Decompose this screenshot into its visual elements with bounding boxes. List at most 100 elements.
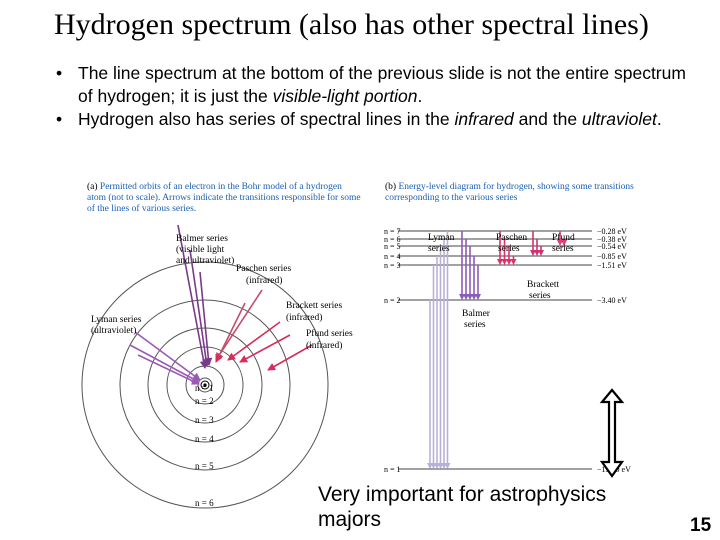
energy-level-diagram: n = 7 −0.28 eV n = 6 −0.38 eV n = 5 −0.54 eV n… [384, 227, 631, 478]
level-energy-label: −3.40 eV [597, 296, 627, 305]
balmer-arrow [199, 271, 213, 366]
paschen-arrow [215, 289, 263, 361]
majors-note: Very important for astrophysics majors [318, 482, 606, 532]
paschen-arrow [215, 302, 246, 363]
label-line: Paschen series [236, 264, 291, 274]
lyman-series-label: Lyman series (ultraviolet) [91, 315, 142, 336]
page-number: 15 [690, 515, 712, 536]
bullet-dot: • [56, 63, 63, 83]
balmer-transition-head [463, 294, 469, 300]
orbit-label-2: n = 2 [195, 396, 214, 406]
energy-transitions [427, 231, 567, 469]
balmer-series-label-b: Balmer series [462, 309, 491, 330]
level-n-label: n = 2 [384, 296, 401, 305]
bullet-text: and the [513, 109, 582, 129]
level-n-label: n = 4 [384, 252, 401, 261]
level-n-label: n = 7 [384, 227, 401, 236]
label-line: series [529, 291, 551, 301]
caption-letter-b: (b) [385, 182, 397, 192]
bullet-emphasis: visible-light portion [272, 86, 418, 106]
label-line: (infrared) [306, 340, 342, 351]
orbit-n5 [119, 299, 291, 471]
balmer-transition-head [467, 294, 473, 300]
level-n-label: n = 5 [384, 242, 401, 251]
bullet-dot: • [56, 109, 63, 129]
paschen-series-label-b: Paschen series [496, 233, 527, 254]
orbit-n6 [81, 261, 329, 509]
bullet-item-1: • The line spectrum at the bottom of the… [52, 62, 692, 108]
label-line: (visible light [176, 244, 225, 255]
lyman-arrow [134, 331, 201, 381]
label-line: Pfund series [306, 328, 353, 339]
bullet-text: The line spectrum at the bottom of the p… [78, 63, 686, 106]
label-line: series [464, 320, 486, 330]
label-line: series [498, 244, 520, 254]
energy-diagram-caption: (b) Energy-level diagram for hydrogen, s… [385, 182, 665, 204]
bullet-list: • The line spectrum at the bottom of the… [52, 62, 692, 131]
label-line: Lyman [428, 233, 455, 243]
label-line: Brackett series [286, 301, 342, 311]
orbit-n1 [197, 377, 213, 393]
label-line: Balmer series [176, 234, 228, 244]
label-line: Brackett [527, 280, 560, 290]
pfund-transition-head [561, 240, 567, 246]
note-line-2: majors [318, 508, 382, 531]
level-n-label: n = 3 [384, 261, 401, 270]
brackett-arrow [239, 334, 291, 363]
bullet-emphasis: ultraviolet [581, 109, 657, 129]
level-n-label: n = 6 [384, 235, 401, 244]
double-arrow-icon [599, 388, 625, 478]
balmer-series-label: Balmer series (visible light and ultravi… [176, 234, 234, 266]
bohr-model-caption: (a) Permitted orbits of an electron in t… [87, 182, 362, 215]
paschen-transition-head [501, 259, 508, 265]
label-line: series [428, 244, 450, 254]
level-n-label: n = 1 [384, 465, 401, 474]
level-energy-label: −0.85 eV [597, 252, 627, 261]
balmer-transition-head [475, 294, 481, 300]
pfund-arrow [267, 344, 313, 371]
label-line: (ultraviolet) [91, 325, 136, 336]
pfund-transition-head [557, 240, 563, 246]
level-energy-label: −0.54 eV [597, 242, 627, 251]
brackett-arrow [227, 321, 281, 361]
balmer-arrow [177, 224, 208, 369]
brackett-series-label-b: Brackett series [527, 280, 560, 301]
balmer-arrow [189, 249, 210, 367]
paschen-transition-head [510, 259, 517, 265]
energy-levels: n = 7 −0.28 eV n = 6 −0.38 eV n = 5 −0.54 eV n… [384, 227, 631, 474]
brackett-transition-head [534, 250, 540, 256]
bullet-text: . [656, 109, 662, 129]
paschen-transition-head [497, 259, 503, 265]
label-line: (infrared) [246, 275, 282, 286]
label-line: Balmer [462, 309, 491, 319]
lyman-arrow [129, 344, 200, 383]
bullet-text: Hydrogen also has series of spectral lin… [78, 109, 455, 129]
caption-letter-a: (a) [87, 182, 98, 192]
paschen-series-label: Paschen series (infrared) [236, 264, 291, 286]
level-energy-label: −0.28 eV [597, 227, 627, 236]
label-line: Pfund [552, 232, 575, 243]
brackett-transition-head [538, 250, 544, 256]
orbit-label-3: n = 3 [195, 415, 214, 425]
transition-arrows [129, 224, 313, 385]
brackett-series-label: Brackett series (infrared) [286, 301, 342, 323]
brackett-transition-head [530, 250, 536, 256]
label-line: Paschen [496, 233, 527, 243]
balmer-transition-head [471, 294, 477, 300]
bullet-item-2: • Hydrogen also has series of spectral l… [52, 108, 692, 131]
paschen-transition-head [506, 259, 512, 265]
label-line: and ultraviolet) [176, 255, 234, 266]
pfund-series-label-b: Pfund series [552, 232, 575, 254]
label-line: Lyman series [91, 315, 142, 325]
level-energy-label: −0.38 eV [597, 235, 627, 244]
caption-text-b: Energy-level diagram for hydrogen, showi… [385, 182, 634, 203]
caption-text-a: Permitted orbits of an electron in the B… [87, 182, 361, 214]
orbit-label-6: n = 6 [195, 498, 214, 508]
bullet-text: . [417, 86, 423, 106]
lyman-series-label-b: Lyman series [428, 233, 455, 254]
nucleus-core [203, 383, 207, 387]
lyman-arrow [137, 354, 200, 385]
lyman-transition-head [444, 463, 451, 469]
